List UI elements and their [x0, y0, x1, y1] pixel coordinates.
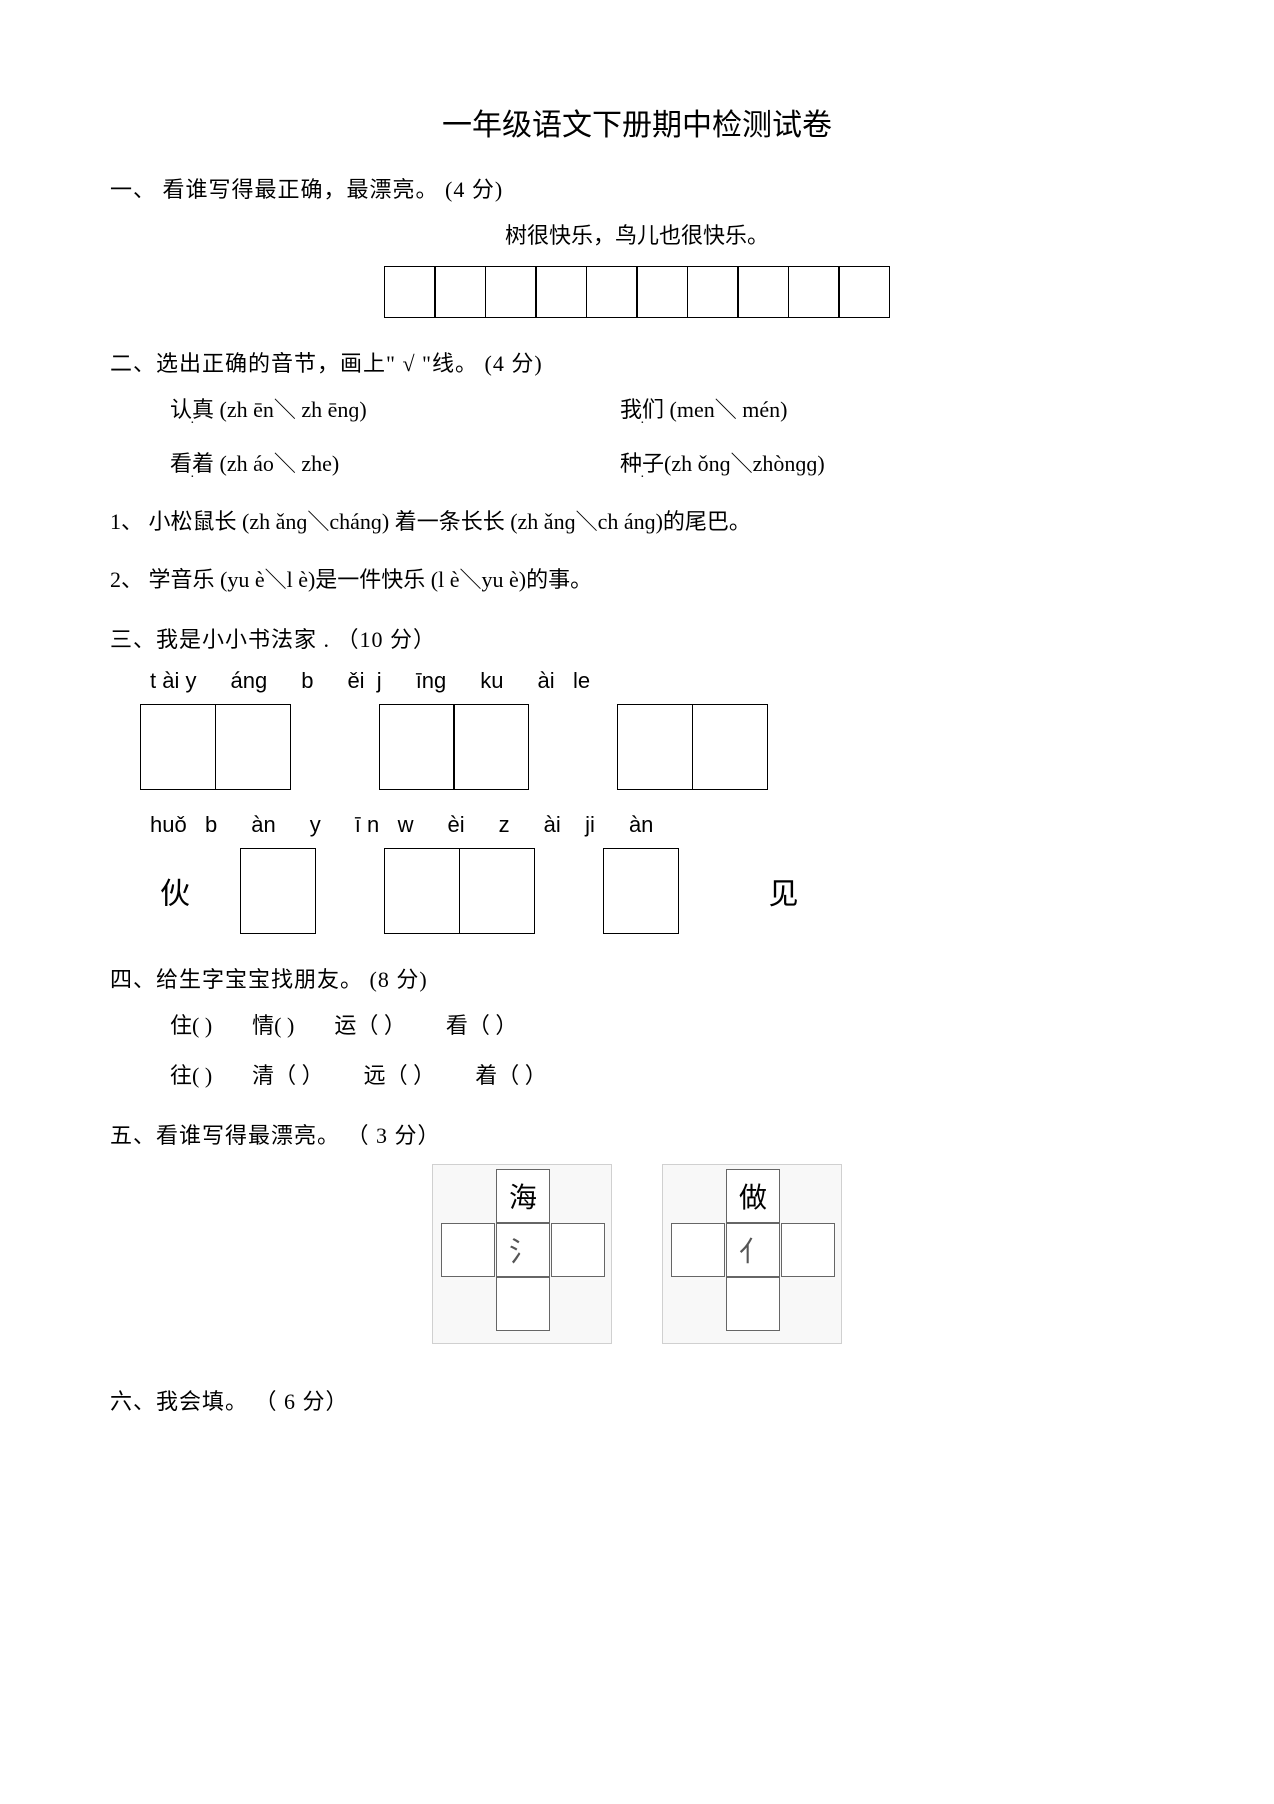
q2-line1: 1、 小松鼠长 (zh ǎnɡ＼chánɡ) 着一条长长 (zh ǎnɡ＼ch …	[110, 504, 1164, 536]
cross-left-box[interactable]	[441, 1223, 495, 1277]
cross-mid-radical: 亻	[726, 1223, 780, 1277]
pinyin-segment: àn	[251, 812, 275, 838]
pinyin-segment: huǒ b	[150, 812, 217, 838]
cross-top-char: 海	[496, 1169, 550, 1223]
pinyin-segment: ī n w	[355, 812, 414, 838]
q2-text: 我们 (men＼ mén)	[620, 397, 787, 422]
q3-pinyin-row1: t ài y ánɡ b ěi j īnɡ ku ài le	[110, 668, 1164, 694]
q3-box-row1	[110, 704, 1164, 790]
word-pair-item[interactable]: 着（ ）	[475, 1058, 547, 1090]
q2-item: 认真 (zh ēn＼ zh ēnɡ)·	[170, 392, 530, 424]
writing-cell[interactable]	[384, 266, 436, 318]
char-box[interactable]	[617, 704, 693, 790]
section1-head: 一、 看谁写得最正确，最漂亮。 (4 分)	[110, 172, 1164, 204]
char-box[interactable]	[384, 848, 460, 934]
writing-cell[interactable]	[434, 266, 486, 318]
section5-head: 五、看谁写得最漂亮。 （ 3 分）	[110, 1118, 1164, 1150]
word-pair-item[interactable]: 情( )	[252, 1008, 294, 1040]
section2-head: 二、选出正确的音节，画上" √ "线。 (4 分)	[110, 346, 1164, 378]
writing-cell[interactable]	[838, 266, 890, 318]
q2-line2: 2、 学音乐 (yu è＼l è)是一件快乐 (l è＼yu è)的事。	[110, 562, 1164, 594]
dot-mark: ·	[190, 416, 195, 432]
char-box-pair	[384, 848, 535, 934]
word-pair-item[interactable]: 清（ ）	[252, 1058, 324, 1090]
pinyin-segment: b	[301, 668, 313, 694]
q2-row-b: 看着 (zh áo＼ zhe)· 种子(zh ǒnɡ＼zhònɡɡ)·	[170, 446, 1164, 478]
writing-cell[interactable]	[586, 266, 638, 318]
q4-row-a: 住( ) 情( ) 运（ ） 看（ ）	[170, 1008, 1164, 1040]
q2-row-a: 认真 (zh ēn＼ zh ēnɡ)· 我们 (men＼ mén)·	[170, 392, 1164, 424]
word-pair-item[interactable]: 运（ ）	[334, 1008, 406, 1040]
q2-item: 看着 (zh áo＼ zhe)·	[170, 446, 530, 478]
writing-cell[interactable]	[485, 266, 537, 318]
pinyin-segment: z	[499, 812, 510, 838]
writing-cell[interactable]	[535, 266, 587, 318]
cross-grid-a: 海 氵	[432, 1164, 612, 1344]
char-box[interactable]	[140, 704, 216, 790]
char-box-pair	[379, 704, 530, 790]
pinyin-segment: ài le	[538, 668, 591, 694]
section1-sentence: 树很快乐，鸟儿也很快乐。	[110, 218, 1164, 250]
char-box[interactable]	[603, 848, 679, 934]
dot-mark: ·	[640, 416, 645, 432]
q2-item: 种子(zh ǒnɡ＼zhònɡɡ)·	[620, 446, 980, 478]
pinyin-segment: t ài y	[150, 668, 196, 694]
writing-cell[interactable]	[788, 266, 840, 318]
cross-right-box[interactable]	[551, 1223, 605, 1277]
given-char-jian: 见	[759, 869, 809, 913]
pinyin-segment: àn	[629, 812, 653, 838]
char-box[interactable]	[215, 704, 291, 790]
dot-mark: ·	[190, 470, 195, 486]
writing-cell[interactable]	[636, 266, 688, 318]
dot-mark: ·	[640, 470, 645, 486]
q2-text: 看着 (zh áo＼ zhe)	[170, 451, 339, 476]
section3-head: 三、我是小小书法家 . （10 分）	[110, 622, 1164, 654]
cross-mid-radical: 氵	[496, 1223, 550, 1277]
writing-cell[interactable]	[687, 266, 739, 318]
q3-pinyin-row2: huǒ b àn y ī n w èi z ài ji àn	[110, 812, 1164, 838]
section2-block: 认真 (zh ēn＼ zh ēnɡ)· 我们 (men＼ mén)· 看着 (z…	[110, 392, 1164, 478]
char-box-pair	[617, 704, 768, 790]
q2-text: 种子(zh ǒnɡ＼zhònɡɡ)	[620, 451, 825, 476]
section4-block: 住( ) 情( ) 运（ ） 看（ ） 往( ) 清（ ） 远（ ） 着（ ）	[110, 1008, 1164, 1090]
given-char-huo: 伙	[150, 869, 200, 913]
cross-grid-b: 做 亻	[662, 1164, 842, 1344]
section1-boxes	[110, 266, 1164, 318]
char-box[interactable]	[379, 704, 455, 790]
section6-head: 六、我会填。 （ 6 分）	[110, 1384, 1164, 1416]
cross-bottom-box[interactable]	[726, 1277, 780, 1331]
cross-bottom-box[interactable]	[496, 1277, 550, 1331]
pinyin-segment: ánɡ	[230, 668, 267, 694]
word-pair-item[interactable]: 看（ ）	[446, 1008, 518, 1040]
pinyin-segment: èi	[447, 812, 464, 838]
char-box[interactable]	[692, 704, 768, 790]
section5-crosses: 海 氵 做 亻	[110, 1164, 1164, 1344]
pinyin-segment: īnɡ	[416, 668, 447, 694]
char-box[interactable]	[459, 848, 535, 934]
cross-right-box[interactable]	[781, 1223, 835, 1277]
q2-item: 我们 (men＼ mén)·	[620, 392, 980, 424]
page-title: 一年级语文下册期中检测试卷	[110, 100, 1164, 144]
char-box[interactable]	[453, 704, 529, 790]
q4-row-b: 往( ) 清（ ） 远（ ） 着（ ）	[170, 1058, 1164, 1090]
pinyin-segment: ěi j	[347, 668, 381, 694]
char-box[interactable]	[240, 848, 316, 934]
q2-line1-text: 1、 小松鼠长 (zh ǎnɡ＼chánɡ) 着一条长长 (zh ǎnɡ＼ch …	[110, 509, 751, 534]
cross-top-char: 做	[726, 1169, 780, 1223]
q3-box-row2: 伙 见	[110, 848, 1164, 934]
char-box-pair	[140, 704, 291, 790]
writing-cell[interactable]	[737, 266, 789, 318]
pinyin-segment: ku	[480, 668, 503, 694]
word-pair-item[interactable]: 往( )	[170, 1058, 212, 1090]
cross-left-box[interactable]	[671, 1223, 725, 1277]
word-pair-item[interactable]: 远（ ）	[364, 1058, 436, 1090]
section4-head: 四、给生字宝宝找朋友。 (8 分)	[110, 962, 1164, 994]
q2-line2-text: 2、 学音乐 (yu è＼l è)是一件快乐 (l è＼yu è)的事。	[110, 567, 592, 592]
pinyin-segment: ài ji	[544, 812, 595, 838]
word-pair-item[interactable]: 住( )	[170, 1008, 212, 1040]
pinyin-segment: y	[310, 812, 321, 838]
q2-text: 认真 (zh ēn＼ zh ēnɡ)	[170, 397, 367, 422]
